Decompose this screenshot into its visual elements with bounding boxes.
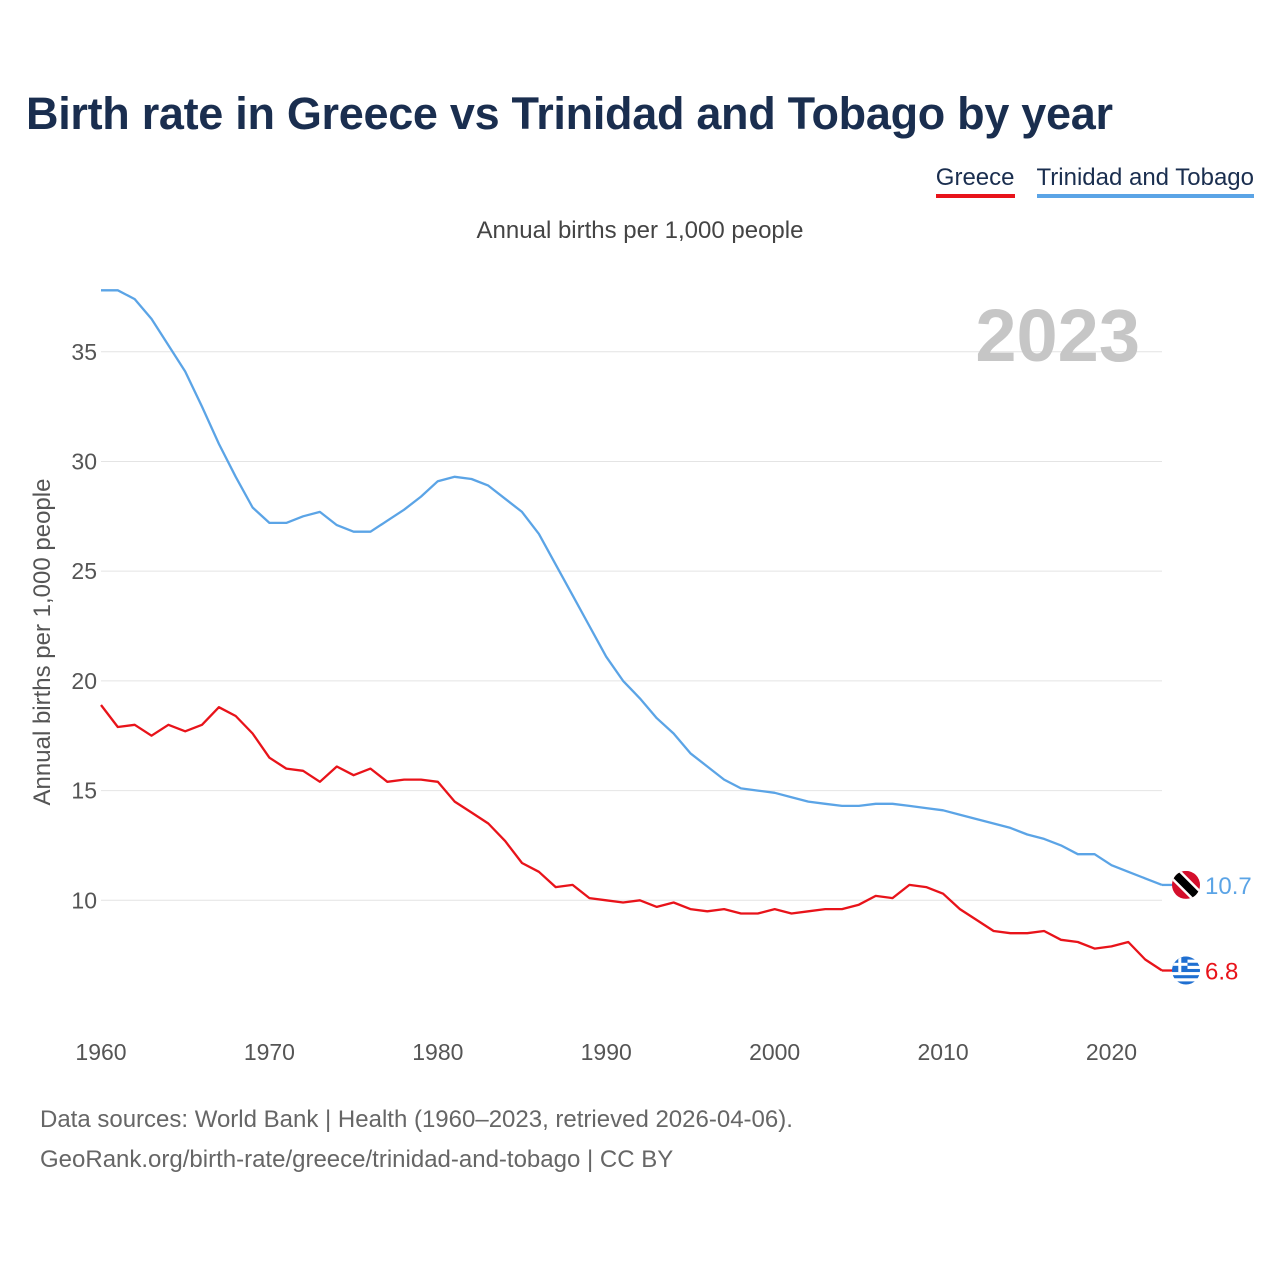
series-lines: [100, 289, 1163, 972]
trinidad-and-tobago-flag-icon: [1172, 870, 1200, 899]
y-tick-label: 20: [71, 668, 97, 694]
footer-sources: Data sources: World Bank | Health (1960–…: [40, 1106, 793, 1133]
legend: Greece Trinidad and Tobago: [935, 164, 1254, 198]
year-watermark: 2023: [975, 294, 1140, 377]
chart-title: Birth rate in Greece vs Trinidad and Tob…: [26, 88, 1113, 139]
y-axis-ticks: 10 15 20 25 30 35: [71, 339, 97, 914]
y-tick-label: 35: [71, 339, 97, 365]
y-tick-label: 10: [71, 887, 97, 913]
y-tick-label: 30: [71, 448, 97, 474]
x-tick-label: 1960: [75, 1039, 126, 1065]
x-tick-label: 1990: [581, 1039, 632, 1065]
series-line-greece[interactable]: [100, 704, 1163, 972]
chart-subtitle: Annual births per 1,000 people: [476, 217, 804, 244]
x-tick-label: 2010: [917, 1039, 968, 1065]
footer-link[interactable]: GeoRank.org/birth-rate/greece/trinidad-a…: [40, 1146, 674, 1173]
end-value-label: 6.8: [1205, 959, 1238, 986]
y-axis-label: Annual births per 1,000 people: [29, 479, 56, 806]
x-axis-ticks: 1960 1970 1980 1990 2000 2010 2020: [75, 1039, 1137, 1065]
x-tick-label: 1970: [244, 1039, 295, 1065]
end-value-label: 10.7: [1205, 873, 1252, 900]
end-markers: 6.8 10.7: [1162, 870, 1252, 986]
greece-flag-icon: [1172, 956, 1200, 985]
legend-item-greece[interactable]: Greece: [935, 164, 1015, 198]
y-tick-label: 25: [71, 558, 97, 584]
y-tick-label: 15: [71, 778, 97, 804]
x-tick-label: 2020: [1086, 1039, 1137, 1065]
x-tick-label: 1980: [412, 1039, 463, 1065]
x-tick-label: 2000: [749, 1039, 800, 1065]
gridlines: [101, 351, 1162, 901]
series-line-trinidad-and-tobago[interactable]: [101, 289, 1163, 886]
legend-item-trinidad-and-tobago[interactable]: Trinidad and Tobago: [1036, 164, 1254, 198]
